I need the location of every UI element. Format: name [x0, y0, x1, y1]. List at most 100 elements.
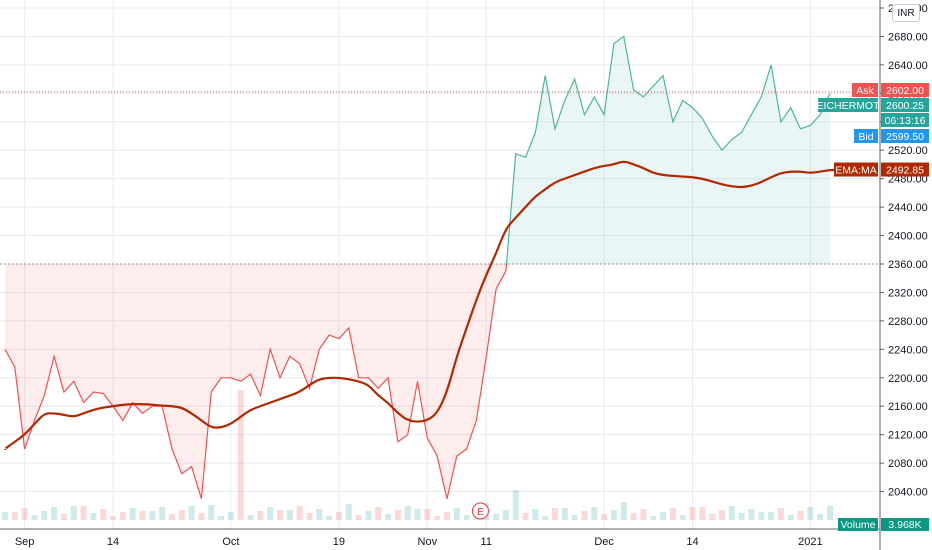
ema-line: [3, 160, 831, 450]
volume-bar: [41, 511, 48, 520]
volume-bar: [110, 516, 117, 520]
y-tick-label: 2480.00: [888, 174, 928, 186]
volume-bar: [493, 514, 500, 520]
baseline-areas: [5, 36, 830, 499]
volume-bar: [709, 514, 716, 520]
volume-bar: [807, 507, 814, 520]
volume-bar: [335, 512, 342, 520]
price-tags: Ask 2602.00 EICHERMOT 2600.25 06:13:16 Bid 259…: [817, 83, 929, 531]
volume-bar: [581, 511, 588, 520]
below-baseline-area: [5, 264, 830, 499]
volume-bar: [610, 510, 617, 520]
volume-bar: [797, 511, 804, 520]
volume-bar: [522, 513, 529, 520]
volume-tag-value-bg: [881, 518, 929, 531]
volume-bar: [591, 507, 598, 520]
volume-bar: [768, 512, 775, 520]
earnings-marker: [471, 502, 489, 520]
y-tick-label: 2640.00: [888, 60, 928, 72]
volume-bar: [738, 513, 745, 520]
price-tag-value-bg: [881, 162, 929, 177]
price-tag-value: 06:13:16: [885, 115, 926, 127]
volume-bar: [149, 511, 156, 520]
price-tag-value: 2602.00: [886, 85, 924, 97]
price-tag-label: Ask: [856, 85, 874, 97]
volume-bar: [542, 516, 549, 520]
y-tick-label: 2040.00: [888, 487, 928, 499]
y-tick-label: 2160.00: [888, 401, 928, 413]
volume-bar: [80, 506, 87, 520]
volume-bar: [571, 515, 578, 520]
volume-bar: [159, 507, 166, 520]
volume-bar: [512, 490, 519, 520]
x-tick-label: 14: [107, 536, 119, 548]
price-tag-value: 2492.85: [886, 165, 924, 177]
x-tick-label: Nov: [418, 536, 438, 548]
volume-bar: [70, 506, 77, 520]
volume-tag-label: Volume: [840, 519, 875, 531]
volume-bar: [286, 510, 293, 520]
volume-bar: [404, 506, 411, 520]
volume-bar: [728, 506, 735, 520]
y-tick-label: 2320.00: [888, 287, 928, 299]
price-axis[interactable]: 2040.00 2080.00 2120.00 2160.00 2200.00 2240.…: [879, 0, 928, 550]
volume-bar: [817, 514, 824, 520]
volume-bar: [561, 508, 568, 520]
volume-bar: [326, 516, 333, 520]
volume-bar: [2, 512, 8, 520]
price-tag-value: 2599.50: [886, 131, 924, 143]
y-tick-label: 2200.00: [888, 373, 928, 385]
volume-bar: [178, 510, 185, 520]
volume-bar: [394, 510, 401, 520]
price-tag-value-bg: [881, 83, 929, 97]
volume-bar: [375, 507, 382, 520]
volume-bar: [198, 513, 205, 520]
volume-bar: [650, 516, 657, 520]
volume-bar: [434, 516, 441, 520]
price-tag-label: EICHERMOT: [817, 100, 881, 112]
price-tag-value-bg: [881, 129, 929, 143]
y-tick-label: 2120.00: [888, 430, 928, 442]
volume-bar: [345, 504, 352, 520]
volume-bar: [679, 515, 686, 520]
volume-bar: [267, 507, 274, 520]
price-tag-label-bg: [834, 162, 878, 177]
volume-bar: [60, 514, 67, 520]
volume-bar: [306, 513, 313, 520]
price-tag-value-bg: [881, 98, 929, 112]
volume-bar: [463, 515, 470, 520]
volume-bar: [218, 516, 225, 520]
y-tick-label: 2400.00: [888, 231, 928, 243]
volume-bar: [247, 515, 254, 520]
price-tag-value: 2600.25: [886, 100, 924, 112]
price-tag-label-bg: [852, 83, 878, 97]
x-tick-label: Dec: [594, 536, 614, 548]
volume-bar: [502, 510, 509, 520]
y-tick-label: 2240.00: [888, 344, 928, 356]
currency-badge[interactable]: INR: [892, 4, 920, 22]
volume-bar: [90, 513, 97, 520]
volume-bar: [620, 502, 627, 520]
volume-tag-label-bg: [838, 518, 878, 531]
price-tag-label: Bid: [858, 131, 873, 143]
volume-bar: [414, 509, 421, 520]
price-tag-label-bg: [818, 98, 878, 112]
volume-bar: [424, 509, 431, 520]
volume-bar: [51, 507, 58, 520]
volume-bars: [2, 390, 833, 520]
price-tag-label: EMA:MA: [835, 165, 876, 177]
volume-bar: [601, 514, 608, 520]
x-tick-label: 14: [686, 536, 698, 548]
time-axis[interactable]: Sep 14 Oct 19 Nov 11 Dec 14 2021: [0, 528, 880, 548]
volume-bar: [532, 509, 539, 520]
chart-overlays: E: [0, 91, 880, 520]
y-tick-label: 2440.00: [888, 202, 928, 214]
price-line-below: [4, 263, 508, 499]
volume-bar: [21, 508, 28, 520]
y-tick-label: 2360.00: [888, 259, 928, 271]
x-tick-label: 19: [333, 536, 345, 548]
volume-bar: [277, 510, 283, 520]
volume-bar: [365, 511, 372, 520]
volume-bar: [552, 508, 558, 520]
